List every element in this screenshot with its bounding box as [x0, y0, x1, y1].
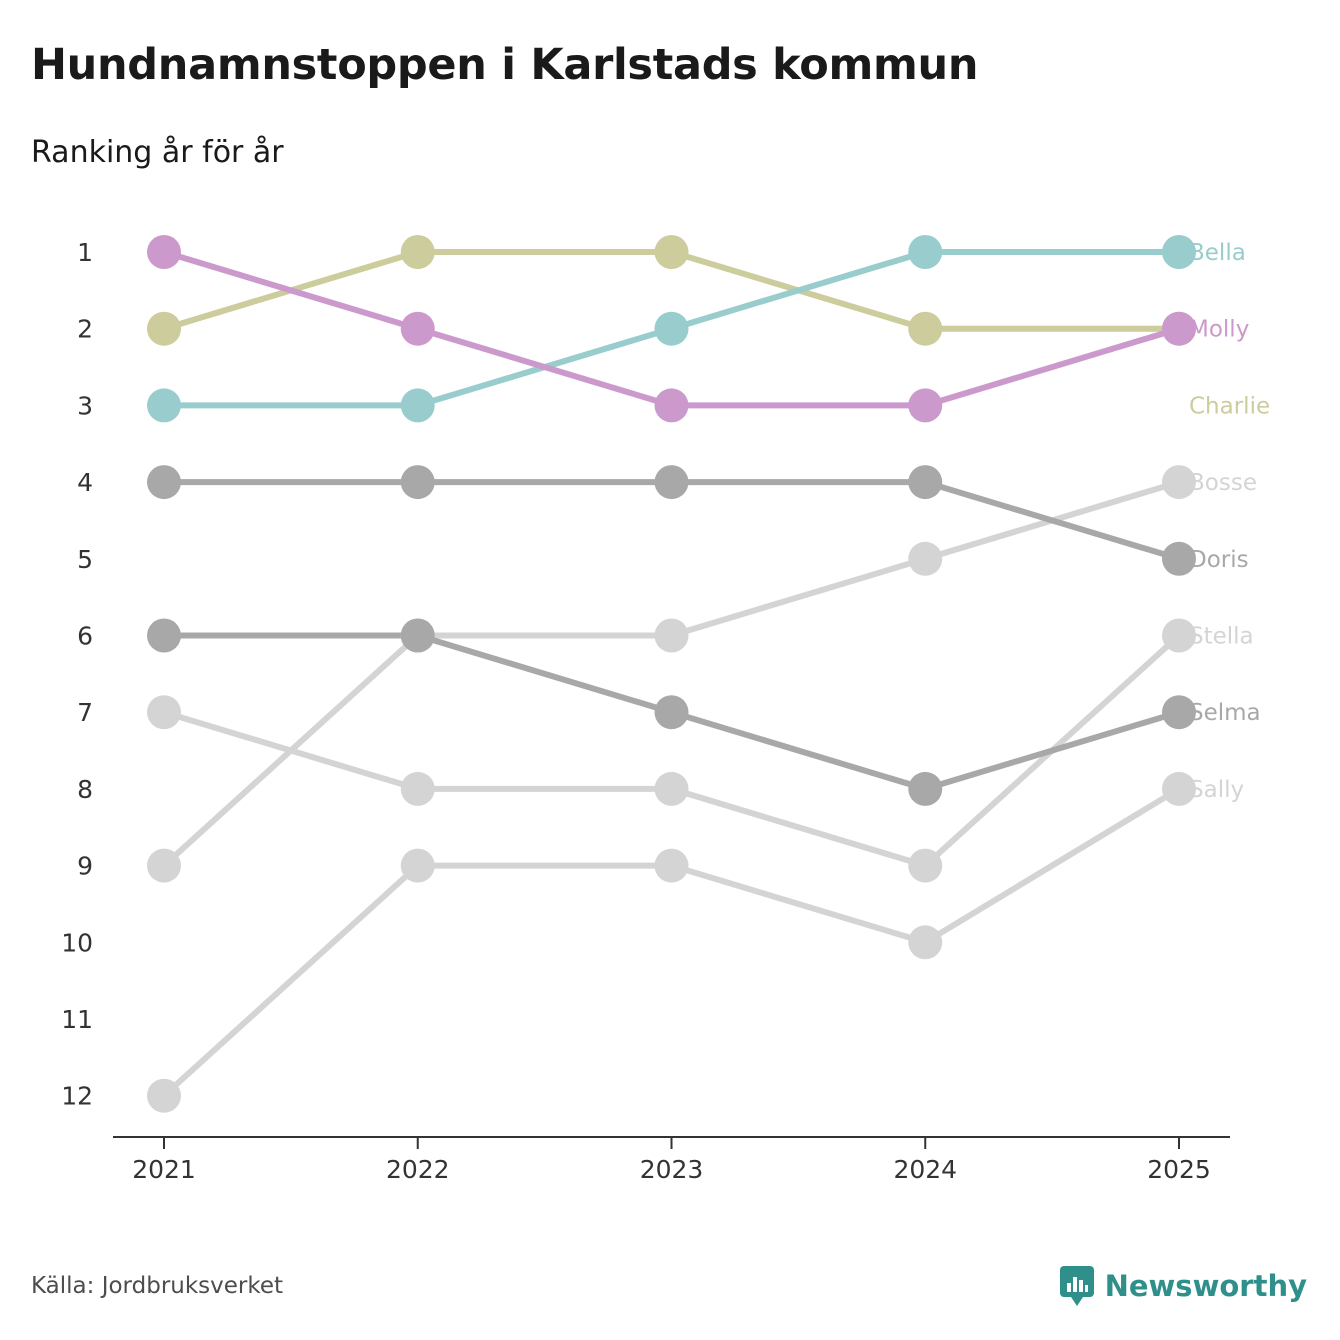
x-tick-label: 2025	[1147, 1155, 1211, 1184]
data-point-sally	[908, 925, 943, 960]
data-point-stella	[654, 771, 689, 806]
x-tick-label: 2023	[640, 1155, 704, 1184]
brand-name: Newsworthy	[1104, 1269, 1307, 1303]
series-label-charlie: Charlie	[1189, 393, 1270, 419]
data-point-doris	[654, 465, 689, 500]
y-tick-label: 6	[77, 622, 93, 651]
data-point-stella	[147, 695, 181, 730]
y-tick-label: 5	[77, 545, 93, 574]
y-tick-label: 10	[61, 928, 93, 957]
y-tick-label: 2	[77, 315, 93, 344]
series-end-labels: Bella Molly Charlie Bosse Doris Stella Selma Sa…	[1189, 240, 1270, 803]
data-point-molly	[908, 388, 943, 423]
data-point-selma	[400, 618, 435, 653]
y-tick-label: 9	[77, 852, 93, 881]
data-point-bella	[147, 388, 181, 423]
source-note: Källa: Jordbruksverket	[31, 1273, 284, 1299]
data-point-bosse	[147, 848, 181, 883]
y-tick-label: 1	[77, 238, 93, 267]
data-point-molly	[654, 388, 689, 423]
newsworthy-logo-icon	[1059, 1266, 1094, 1306]
y-tick-label: 12	[61, 1082, 93, 1111]
y-tick-label: 11	[61, 1005, 93, 1034]
data-point-bella	[1162, 235, 1196, 269]
data-point-doris	[1162, 541, 1196, 576]
data-point-sally	[400, 848, 435, 883]
data-point-selma	[654, 695, 689, 730]
series-label-molly: Molly	[1189, 317, 1249, 343]
x-tick-label: 2022	[386, 1155, 450, 1184]
x-axis-ticks: 2021 2022 2023 2024 2025	[132, 1137, 1211, 1184]
series-line-bosse	[161, 479, 1180, 868]
data-point-stella	[400, 771, 435, 806]
data-point-bella	[654, 311, 689, 346]
data-point-molly	[400, 311, 435, 346]
data-point-bella	[400, 388, 435, 423]
data-point-molly	[1162, 311, 1196, 346]
series-line-sally	[161, 786, 1181, 1098]
data-point-selma	[147, 618, 181, 653]
data-point-bosse	[908, 541, 943, 576]
series-label-bosse: Bosse	[1189, 470, 1257, 496]
x-tick-label: 2021	[132, 1155, 196, 1184]
series-label-sally: Sally	[1189, 777, 1244, 803]
series-label-doris: Doris	[1189, 547, 1249, 573]
series-label-stella: Stella	[1189, 624, 1254, 650]
data-point-charlie	[654, 235, 689, 269]
series-label-bella: Bella	[1189, 240, 1246, 266]
data-point-charlie	[400, 235, 435, 269]
y-tick-label: 8	[77, 775, 93, 804]
brand-logo[interactable]: Newsworthy	[1059, 1265, 1307, 1307]
y-tick-label: 7	[77, 698, 93, 727]
data-point-doris	[908, 465, 943, 500]
y-tick-label: 3	[77, 391, 93, 420]
series-lines	[161, 249, 1182, 1098]
x-tick-label: 2024	[893, 1155, 957, 1184]
y-tick-label: 4	[77, 468, 93, 497]
data-point-sally	[654, 848, 689, 883]
chart-title: Hundnamnstoppen i Karlstads kommun	[31, 40, 979, 90]
data-point-doris	[400, 465, 435, 500]
data-point-sally	[1162, 771, 1196, 806]
chart-subtitle: Ranking år för år	[31, 135, 284, 170]
data-point-molly	[147, 235, 181, 269]
series-label-selma: Selma	[1189, 700, 1261, 726]
data-point-bosse	[1162, 465, 1196, 500]
data-point-bella	[908, 235, 943, 269]
data-point-charlie	[908, 311, 943, 346]
data-point-doris	[147, 465, 181, 500]
series-points	[147, 235, 1196, 1113]
data-point-selma	[1162, 695, 1196, 730]
data-point-stella	[908, 848, 943, 883]
series-line-stella	[163, 633, 1182, 869]
data-point-bosse	[654, 618, 689, 653]
data-point-stella	[1162, 618, 1196, 653]
data-point-sally	[147, 1078, 181, 1113]
data-point-selma	[908, 771, 943, 806]
data-point-charlie	[147, 311, 181, 346]
